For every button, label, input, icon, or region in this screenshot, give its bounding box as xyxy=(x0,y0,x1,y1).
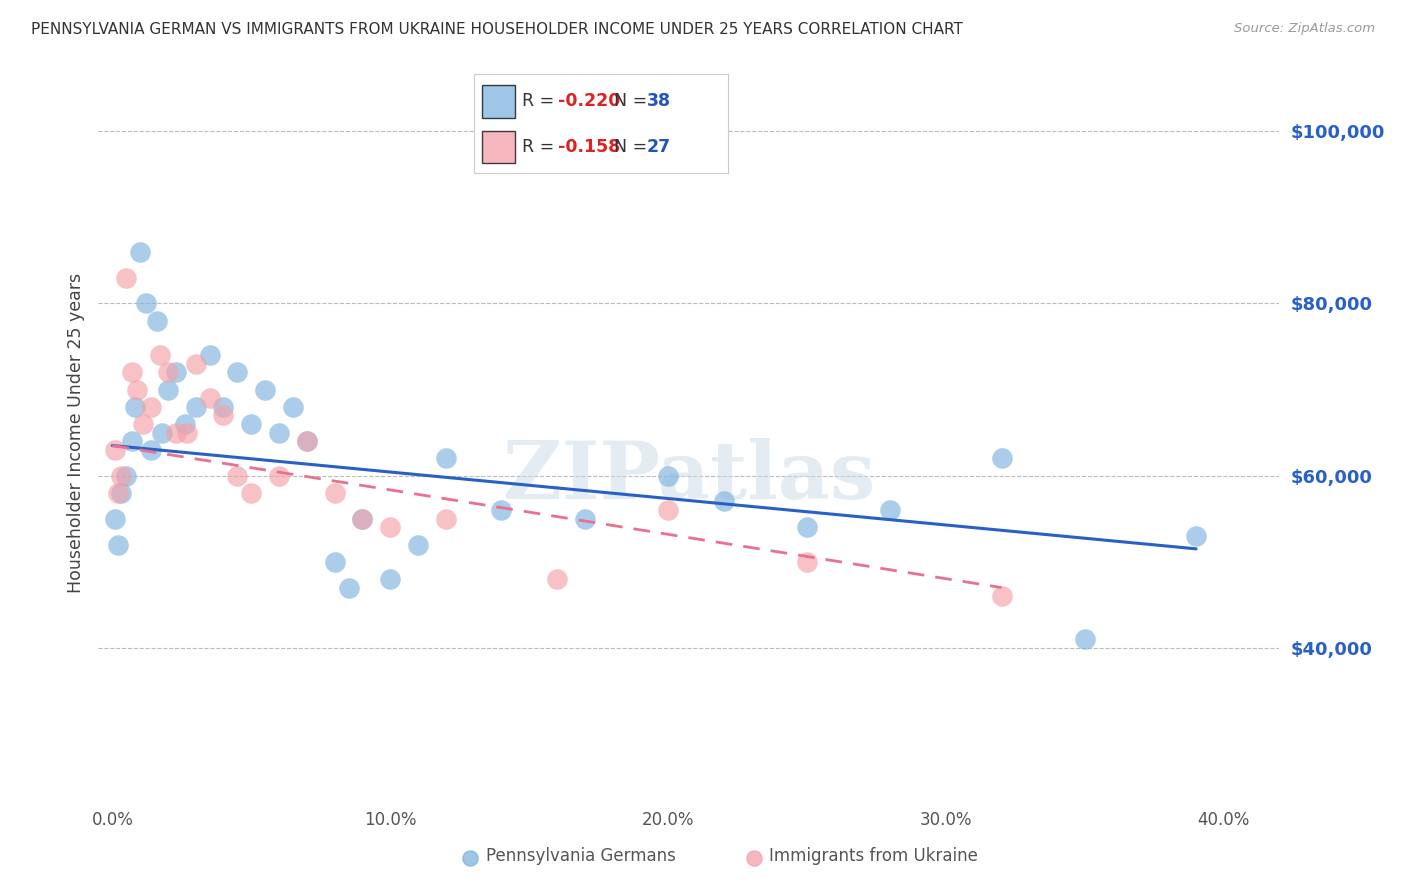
Point xyxy=(434,451,457,466)
Point xyxy=(990,451,1012,466)
Point xyxy=(574,512,596,526)
Point xyxy=(129,244,152,259)
Point xyxy=(226,468,249,483)
Text: Pennsylvania Germans: Pennsylvania Germans xyxy=(486,847,676,865)
Text: Immigrants from Ukraine: Immigrants from Ukraine xyxy=(769,847,979,865)
Point xyxy=(156,383,179,397)
Point xyxy=(267,468,290,483)
Point xyxy=(104,512,127,526)
Point xyxy=(132,417,155,431)
Point xyxy=(406,537,429,551)
Point xyxy=(295,434,318,449)
Point xyxy=(879,503,901,517)
Point xyxy=(657,468,679,483)
Point xyxy=(141,442,163,457)
Point xyxy=(127,383,149,397)
Point xyxy=(212,409,235,423)
Point xyxy=(184,357,207,371)
Point xyxy=(146,314,169,328)
Text: PENNSYLVANIA GERMAN VS IMMIGRANTS FROM UKRAINE HOUSEHOLDER INCOME UNDER 25 YEARS: PENNSYLVANIA GERMAN VS IMMIGRANTS FROM U… xyxy=(31,22,963,37)
Point xyxy=(173,417,195,431)
Point xyxy=(491,503,513,517)
Point xyxy=(165,425,187,440)
Point xyxy=(352,512,374,526)
Point xyxy=(104,442,127,457)
Point xyxy=(115,468,138,483)
Point xyxy=(254,383,277,397)
Text: ZIPatlas: ZIPatlas xyxy=(503,438,875,516)
Point xyxy=(107,537,129,551)
Point xyxy=(434,512,457,526)
Point xyxy=(1185,529,1208,543)
Point xyxy=(352,512,374,526)
Point xyxy=(107,486,129,500)
Point xyxy=(198,348,221,362)
Point xyxy=(295,434,318,449)
Point xyxy=(110,468,132,483)
Point xyxy=(796,520,818,534)
Point xyxy=(176,425,198,440)
Point xyxy=(380,520,402,534)
Point xyxy=(267,425,290,440)
Y-axis label: Householder Income Under 25 years: Householder Income Under 25 years xyxy=(66,273,84,592)
Point xyxy=(240,486,263,500)
Point xyxy=(110,486,132,500)
Point xyxy=(121,365,143,379)
Point xyxy=(184,400,207,414)
Point xyxy=(323,486,346,500)
Point xyxy=(337,581,360,595)
Point xyxy=(121,434,143,449)
Point xyxy=(165,365,187,379)
Point xyxy=(713,494,735,508)
Point xyxy=(198,391,221,405)
Point xyxy=(135,296,157,310)
Point xyxy=(148,348,170,362)
Text: Source: ZipAtlas.com: Source: ZipAtlas.com xyxy=(1234,22,1375,36)
Point xyxy=(546,572,568,586)
Point xyxy=(141,400,163,414)
Point xyxy=(226,365,249,379)
Point xyxy=(150,425,173,440)
Point xyxy=(281,400,304,414)
Point xyxy=(380,572,402,586)
Point xyxy=(323,555,346,569)
Point xyxy=(156,365,179,379)
Point xyxy=(657,503,679,517)
Point xyxy=(212,400,235,414)
Point xyxy=(115,270,138,285)
Point xyxy=(990,589,1012,603)
Point xyxy=(796,555,818,569)
Point xyxy=(240,417,263,431)
Point xyxy=(1074,632,1097,647)
Point xyxy=(124,400,146,414)
